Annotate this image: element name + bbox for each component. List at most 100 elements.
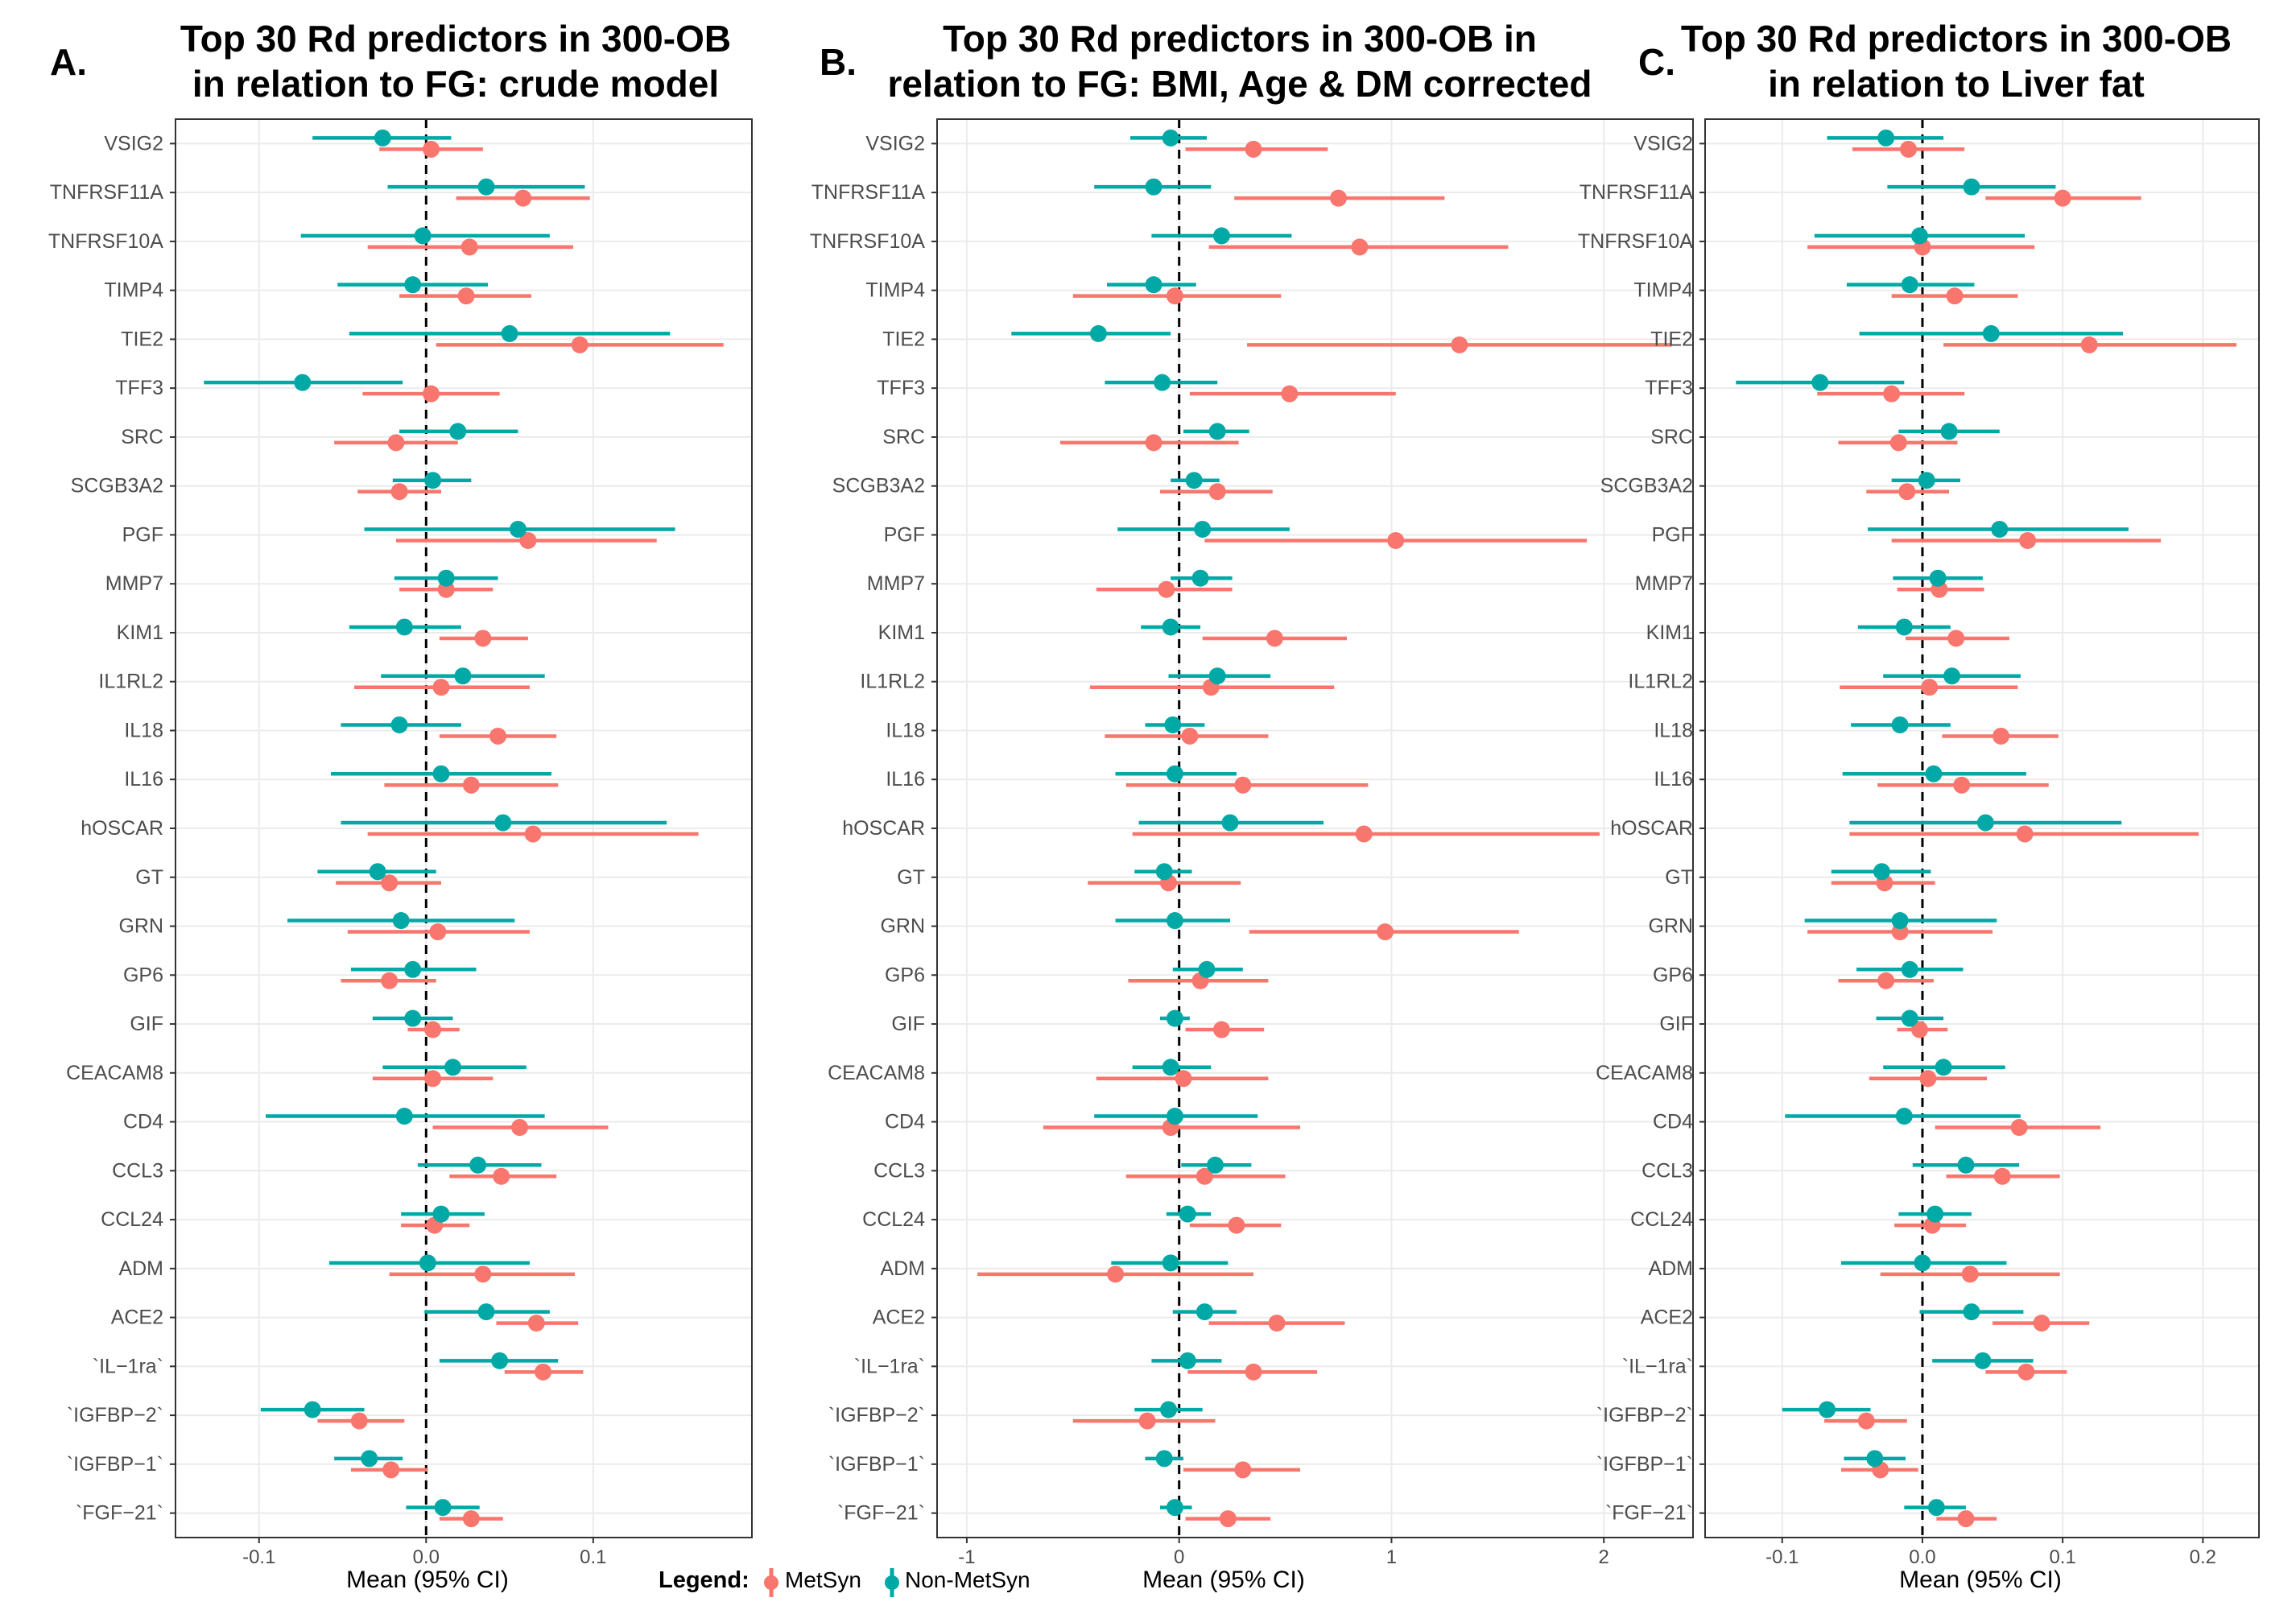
panel-a-metsyn-point [390,483,408,501]
panel-a-nonmetsyn-point [404,276,422,294]
panel-a-nonmetsyn-point [392,912,410,930]
panel-a-nonmetsyn-point [432,765,450,782]
panel-c-metsyn-point [1947,630,1965,647]
panel-a-metsyn-point [350,1412,368,1430]
panel-b-nonmetsyn-point [1179,1352,1196,1369]
panel-a-metsyn-point [432,679,450,696]
panel-c-metsyn-point [1889,434,1907,452]
panel-c-y-tick-label: `IGFBP−1` [1596,1453,1693,1476]
panel-c-y-tick-label: `IGFBP−2` [1596,1404,1693,1426]
panel-b-nonmetsyn-point [1191,569,1209,587]
panel-c-nonmetsyn-point [1991,520,2009,538]
panel-a-x-tick-label: -0.1 [242,1546,275,1568]
panel-c-nonmetsyn-point [1811,374,1829,391]
panel-a-y-tick-label: IL1RL2 [98,671,163,693]
panel-a-metsyn-point [381,972,398,989]
panel-a-nonmetsyn-point [374,129,391,147]
panel-a-y-tick-label: ACE2 [111,1307,163,1329]
panel-c-y-tick-label: CEACAM8 [1596,1062,1693,1084]
panel-b-nonmetsyn-point [1185,472,1203,489]
panel-b-nonmetsyn-point [1145,276,1162,294]
panel-a-nonmetsyn-point [434,1499,452,1517]
panel-b-y-tick-label: GT [897,866,925,889]
panel-c-nonmetsyn-point [1940,423,1958,440]
panel-a-metsyn-point [424,1021,442,1038]
panel-b-nonmetsyn-point [1166,912,1183,930]
panel-a-nonmetsyn-point [477,178,495,196]
panel-b-nonmetsyn-point [1162,129,1179,147]
panel-a-nonmetsyn-point [469,1156,487,1174]
panel-b-nonmetsyn-point [1162,1254,1179,1272]
panel-a-y-tick-label: SRC [121,426,163,448]
panel-a-y-tick-label: TIMP4 [104,279,163,302]
panel-c-y-tick-label: KIM1 [1646,621,1693,644]
panel-a-nonmetsyn-point [494,814,512,832]
panel-c-nonmetsyn-point [1963,1303,1980,1321]
panel-c-nonmetsyn-point [1925,765,1943,782]
panel-c-y-tick-label: IL16 [1654,768,1693,791]
panel-b-nonmetsyn-point [1154,374,1171,391]
legend-key-metsyn [764,1568,778,1597]
panel-c-x-tick-label: 0.2 [2190,1546,2216,1568]
panel-b-metsyn-point [1281,385,1299,402]
panel-a-nonmetsyn-point [404,960,422,978]
panel-a-x-tick-label: 0.0 [413,1546,440,1568]
panel-b-metsyn-point [1208,483,1226,501]
panel-a-x-axis-label: Mean (95% CI) [346,1567,509,1593]
panel-b-x-tick-label: -1 [958,1546,975,1568]
panel-a-metsyn-point [423,385,440,402]
panel-c-nonmetsyn-point [1901,960,1918,978]
panel-b-title-line1: Top 30 Rd predictors in 300-OB in [943,18,1537,60]
panel-c-y-tick-label: GP6 [1653,964,1693,986]
legend-key-nonmetsyn-dot [885,1575,899,1590]
panel-a-y-tick-label: CD4 [123,1111,163,1133]
panel-b-metsyn-point [1245,140,1262,158]
panel-c-metsyn-point [1910,1021,1928,1038]
panel-c-metsyn-point [2054,189,2071,207]
panel-b-y-tick-label: VSIG2 [865,132,925,155]
panel-a-metsyn-point [524,825,542,843]
panel-a-nonmetsyn-point [424,472,442,489]
panel-b-metsyn-point [1355,825,1373,843]
panel-a-y-tick-label: TNFRSF11A [50,181,164,204]
panel-a-nonmetsyn-point [361,1450,378,1468]
panel-a-nonmetsyn-point [432,1205,450,1223]
panel-c-nonmetsyn-point [1914,1254,1931,1272]
panel-b-y-tick-label: SCGB3A2 [832,475,925,497]
panel-a-metsyn-point [511,1119,529,1137]
panel-a-y-tick-label: CEACAM8 [66,1062,163,1084]
panel-b-metsyn-point [1175,1070,1192,1088]
panel-b-y-tick-label: TIMP4 [865,279,925,302]
panel-c-y-tick-label: GIF [1659,1013,1693,1035]
panel-b-nonmetsyn-point [1212,227,1230,245]
panel-c-metsyn-point [2017,1363,2035,1381]
panel-b-metsyn-point [1158,580,1175,598]
panel-a-nonmetsyn-point [449,423,467,440]
panel-c-metsyn-point [1961,1265,1979,1283]
panel-c-x-tick-label: 0.1 [2049,1546,2075,1568]
legend: Legend: MetSyn Non-MetSyn [659,1567,1030,1597]
panel-a-y-tick-label: VSIG2 [104,132,163,155]
panel-c-nonmetsyn-point [1976,814,1994,832]
panel-c-nonmetsyn-point [1918,472,1935,489]
panel-c-y-tick-label: `IL−1ra` [1622,1355,1693,1377]
panel-a-plot: VSIG2 TNFRSF11A TNFRSF10A TIMP4 TIE2 TFF3 SRC S… [48,118,753,1568]
panel-b-y-tick-label: IL16 [886,768,925,791]
panel-b-nonmetsyn-point [1155,863,1173,881]
panel-c-nonmetsyn-point [1891,912,1909,930]
panel-c-x-tick-label: 0.0 [1909,1546,1935,1568]
panel-a-metsyn-point [381,874,398,892]
panel-b-y-tick-label: PGF [884,523,925,546]
panel-b-nonmetsyn-point [1089,324,1107,342]
panel-a-metsyn-point [462,1510,480,1528]
panel-c-y-tick-label: VSIG2 [1633,132,1693,155]
panel-c-nonmetsyn-point [1982,324,2000,342]
panel-a-y-tick-label: IL16 [124,768,163,791]
panel-c-y-tick-label: `FGF−21` [1605,1502,1693,1525]
panel-a-y-tick-label: MMP7 [105,572,163,595]
panel-c-metsyn-point [1992,727,2010,745]
panel-a-metsyn-point [462,776,480,794]
panel-a-metsyn-point [460,238,478,256]
panel-b-nonmetsyn-point [1160,1401,1178,1418]
panel-b-nonmetsyn-point [1164,716,1182,733]
